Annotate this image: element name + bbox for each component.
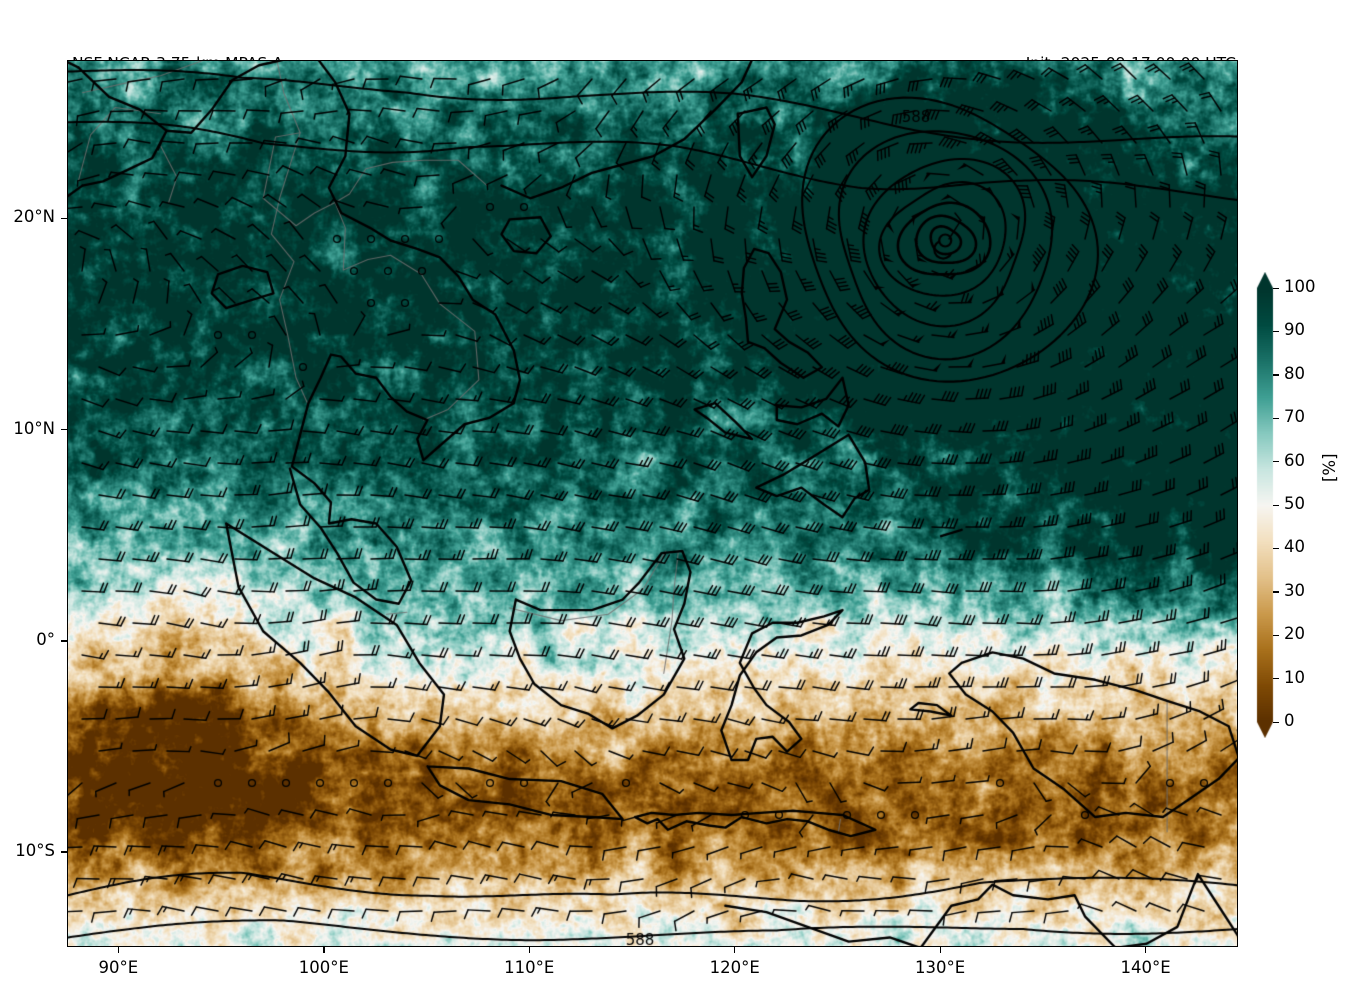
colorbar-unit-label: [%] <box>1320 453 1339 482</box>
x-tick-label: 100°E <box>298 958 349 977</box>
colorbar-tick-label: 10 <box>1284 667 1305 687</box>
colorbar-tick-label: 60 <box>1284 450 1305 470</box>
colorbar-tick <box>1273 721 1279 723</box>
y-tick-label: 10°N <box>13 418 55 438</box>
colorbar-tick <box>1273 547 1279 550</box>
y-tick <box>61 217 67 220</box>
y-tick <box>61 851 67 853</box>
wind-and-contour-overlay <box>68 61 1237 946</box>
colorbar-tick-label: 50 <box>1284 494 1305 513</box>
x-tick-label: 90°E <box>98 958 139 977</box>
x-tick-label: 120°E <box>709 958 760 977</box>
x-tick <box>1145 947 1147 953</box>
y-tick <box>61 640 67 642</box>
colorbar-tick <box>1273 678 1279 680</box>
colorbar-tick <box>1273 374 1279 376</box>
colorbar-tick-label: 20 <box>1284 624 1305 644</box>
x-tick-label: 130°E <box>915 958 966 977</box>
colorbar-tick-label: 80 <box>1284 363 1305 383</box>
y-tick-label: 10°S <box>15 840 55 860</box>
colorbar-tick <box>1273 287 1279 289</box>
y-tick-label: 20°N <box>13 207 55 227</box>
y-tick-label: 0° <box>36 629 55 649</box>
x-tick <box>939 947 941 953</box>
x-tick <box>734 947 736 953</box>
map-plot-area <box>67 60 1238 947</box>
x-tick <box>117 947 120 953</box>
colorbar-tick-label: 40 <box>1284 537 1305 557</box>
x-tick <box>323 947 325 953</box>
colorbar-tick <box>1273 504 1279 506</box>
colorbar-tick-label: 30 <box>1284 580 1305 600</box>
colorbar-tick <box>1273 634 1279 636</box>
x-tick <box>528 947 531 953</box>
x-tick-label: 110°E <box>504 958 555 977</box>
y-tick <box>61 429 67 431</box>
colorbar-tick-label: 90 <box>1284 320 1305 340</box>
colorbar-tick <box>1273 461 1279 463</box>
colorbar-tick <box>1273 417 1279 419</box>
colorbar-tick-label: 100 <box>1284 277 1316 296</box>
colorbar-tick <box>1273 330 1279 333</box>
colorbar-tick-label: 70 <box>1284 407 1305 427</box>
x-tick-label: 140°E <box>1120 958 1171 977</box>
colorbar-tick-label: 0 <box>1284 711 1295 730</box>
colorbar-tick <box>1273 591 1279 593</box>
